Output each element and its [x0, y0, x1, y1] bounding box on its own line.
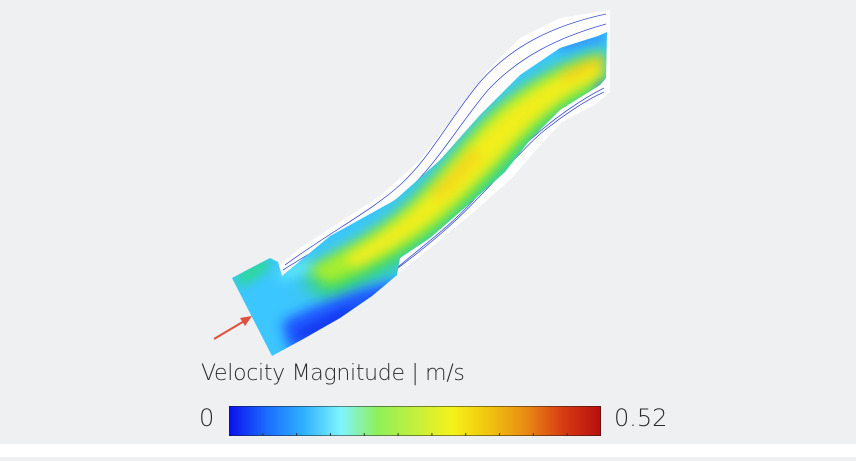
- colorbar: [229, 406, 601, 436]
- bottom-strip: [0, 444, 856, 457]
- inlet-arrow: [213, 316, 252, 340]
- legend-title: Velocity Magnitude | m/s: [201, 361, 465, 386]
- colorbar-ticks: [262, 433, 568, 436]
- legend-min-label: 0: [199, 404, 215, 432]
- legend-max-label: 0.52: [614, 404, 668, 432]
- velocity-contour: [232, 32, 607, 356]
